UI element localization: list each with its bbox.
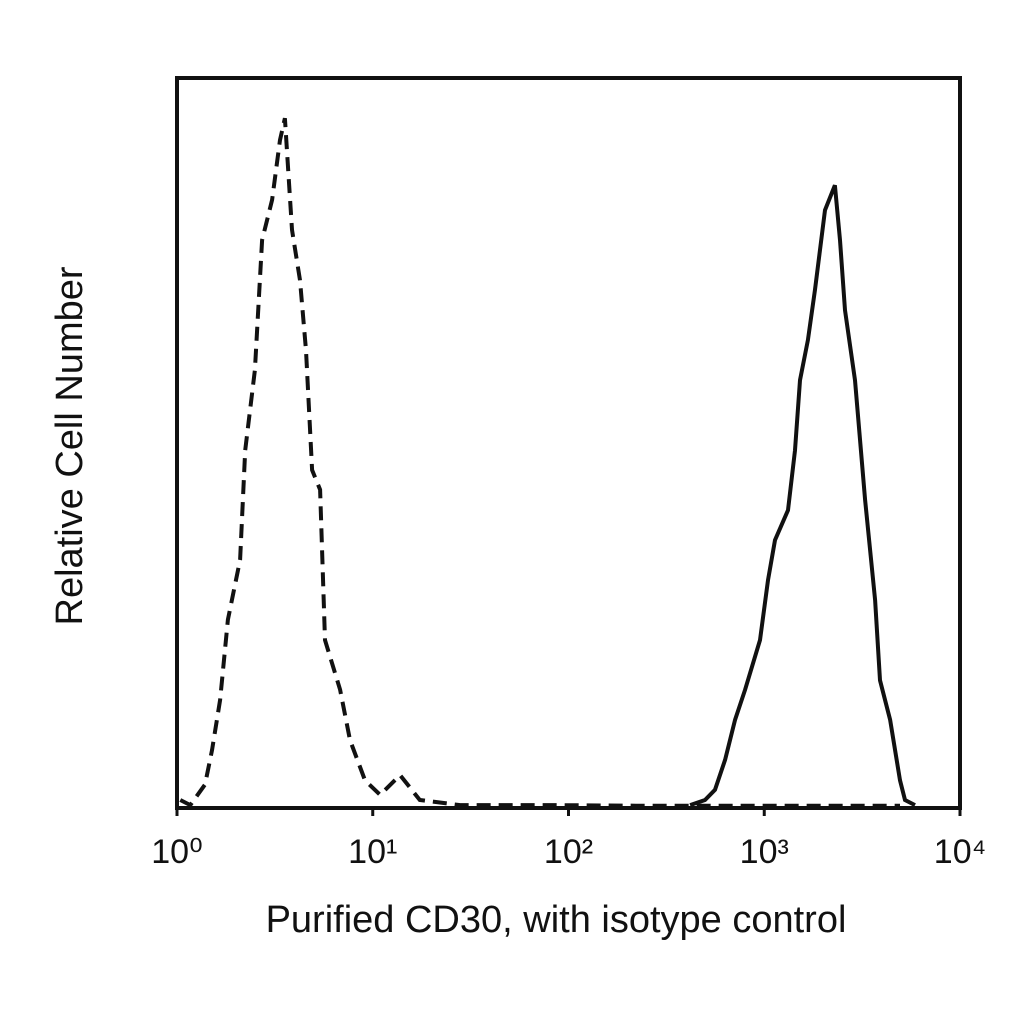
x-tick-label: 10⁰	[151, 833, 202, 871]
plot-area	[179, 117, 916, 808]
x-tick-label: 10²	[544, 833, 593, 871]
x-tick-label: 10⁴	[934, 833, 986, 871]
histogram-curve	[689, 184, 916, 807]
x-tick-label: 10³	[740, 833, 789, 871]
x-axis-label: Purified CD30, with isotype control	[266, 899, 847, 941]
histogram-curve	[179, 117, 900, 808]
y-axis-label: Relative Cell Number	[49, 266, 91, 625]
x-tick-label: 10¹	[348, 833, 397, 871]
